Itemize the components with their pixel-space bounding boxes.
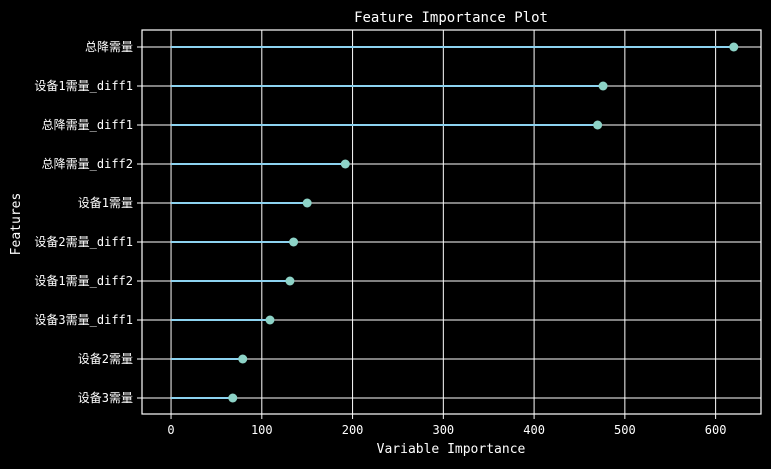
x-tick-label: 400 [523, 423, 545, 437]
axes-frame [141, 29, 762, 415]
chart-title: Feature Importance Plot [354, 10, 548, 26]
y-tick-label: 总降需量 [85, 40, 133, 54]
lollipop-marker [593, 120, 603, 130]
x-tick-label: 600 [705, 423, 727, 437]
y-tick-label: 设备3需量 [78, 391, 133, 405]
y-tick-label: 设备2需量 [78, 352, 133, 366]
x-axis-label: Variable Importance [377, 442, 526, 457]
y-tick-label: 设备2需量_diff1 [34, 235, 133, 249]
x-tick-label: 500 [614, 423, 636, 437]
y-tick-label: 设备1需量_diff1 [34, 79, 133, 93]
x-tick-label: 300 [432, 423, 454, 437]
lollipop-marker [289, 237, 299, 247]
lollipop-marker [228, 393, 238, 403]
lollipop-marker [265, 315, 275, 325]
lollipop-marker [285, 276, 295, 286]
lollipop-marker [598, 81, 608, 91]
lollipop-marker [340, 159, 350, 169]
lollipop-marker [302, 198, 312, 208]
y-tick-label: 设备3需量_diff1 [34, 313, 133, 327]
lollipop-marker [238, 354, 248, 364]
lollipop-marker [729, 42, 739, 52]
x-tick-label: 0 [167, 423, 174, 437]
x-tick-label: 100 [251, 423, 273, 437]
y-tick-label: 设备1需量_diff2 [34, 274, 133, 288]
x-tick-label: 200 [342, 423, 364, 437]
y-tick-label: 设备1需量 [78, 196, 133, 210]
y-tick-label: 总降需量_diff1 [42, 118, 133, 132]
y-tick-label: 总降需量_diff2 [42, 157, 133, 171]
y-axis-label: Features [9, 193, 24, 256]
